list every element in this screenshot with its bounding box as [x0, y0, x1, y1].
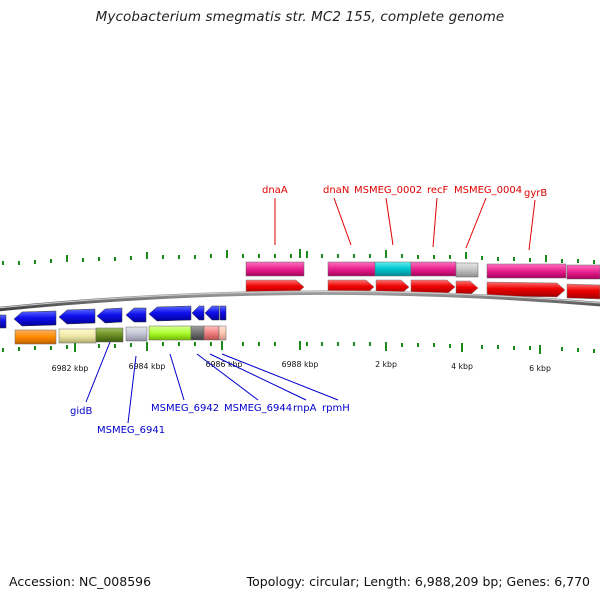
cog-block — [58, 328, 97, 344]
cog-block — [95, 327, 124, 343]
cog-block — [245, 261, 305, 277]
cog-block — [203, 325, 220, 341]
cog-block — [486, 263, 567, 279]
cog-block — [190, 325, 205, 341]
scale-tick-label: 6982 kbp — [52, 364, 89, 373]
scale-tick-label: 6984 kbp — [129, 362, 166, 371]
cds-arrow — [191, 305, 205, 321]
map-title: Mycobacterium smegmatis str. MC2 155, co… — [95, 9, 505, 25]
accession-text: Accession: NC_008596 — [9, 574, 152, 589]
cds-arrow — [58, 308, 96, 325]
scale-tick-label: 6986 kbp — [206, 360, 243, 369]
forward-gene-labels: dnaA dnaN MSMEG_0002 recF MSMEG_0004 gyr… — [262, 185, 547, 199]
cog-block — [14, 329, 57, 345]
cds-arrow — [566, 283, 600, 300]
scale-labels: 6982 kbp 6984 kbp 6986 kbp 6988 kbp 2 kb… — [52, 360, 551, 373]
genome-backbone — [0, 290, 600, 312]
cog-block — [125, 326, 148, 342]
cds-arrow — [96, 307, 123, 324]
cds-arrow — [13, 310, 57, 327]
cog-block — [374, 261, 412, 277]
cog-block — [148, 325, 192, 341]
gene-label-rnpA: rnpA — [293, 403, 317, 414]
cog-block — [566, 264, 600, 280]
gene-label-MSMEG_6944: MSMEG_6944 — [224, 403, 292, 414]
cog-block — [455, 262, 479, 278]
cds-arrow — [148, 305, 192, 322]
cog-block — [410, 261, 457, 277]
gene-label-MSMEG_0004: MSMEG_0004 — [454, 185, 522, 196]
gene-label-rpmH: rpmH — [322, 403, 350, 414]
reverse-label-leaders — [85, 341, 339, 424]
gene-label-MSMEG_6942: MSMEG_6942 — [151, 403, 219, 414]
cog-block — [218, 325, 227, 341]
genome-summary-text: Topology: circular; Length: 6,988,209 bp… — [246, 574, 590, 589]
gene-label-dnaA: dnaA — [262, 185, 288, 196]
cds-arrow — [125, 307, 147, 323]
reverse-cds-track — [0, 305, 227, 329]
cog-block — [327, 261, 376, 277]
gene-label-MSMEG_6941: MSMEG_6941 — [97, 425, 165, 436]
cds-arrow — [219, 305, 227, 321]
cds-arrow — [204, 305, 220, 321]
reverse-gene-labels: gidB MSMEG_6941 MSMEG_6942 MSMEG_6944 rn… — [70, 403, 350, 436]
forward-cog-track — [245, 261, 600, 280]
cds-arrow — [0, 314, 7, 329]
scale-tick-label: 6988 kbp — [282, 360, 319, 369]
gene-label-gyrB: gyrB — [524, 188, 547, 199]
cds-arrow — [486, 281, 566, 298]
scale-tick-label: 2 kbp — [375, 360, 397, 369]
scale-tick-label: 6 kbp — [529, 364, 551, 373]
gene-label-gidB: gidB — [70, 406, 92, 417]
gene-label-MSMEG_0002: MSMEG_0002 — [354, 185, 422, 196]
gene-label-dnaN: dnaN — [323, 185, 349, 196]
outer-scale-ticks — [2, 249, 595, 265]
reverse-cog-track — [14, 325, 227, 345]
gene-label-recF: recF — [427, 185, 449, 196]
cds-arrow — [455, 280, 479, 296]
inner-scale-ticks — [2, 341, 595, 354]
scale-tick-label: 4 kbp — [451, 362, 473, 371]
forward-label-leaders — [274, 197, 536, 251]
